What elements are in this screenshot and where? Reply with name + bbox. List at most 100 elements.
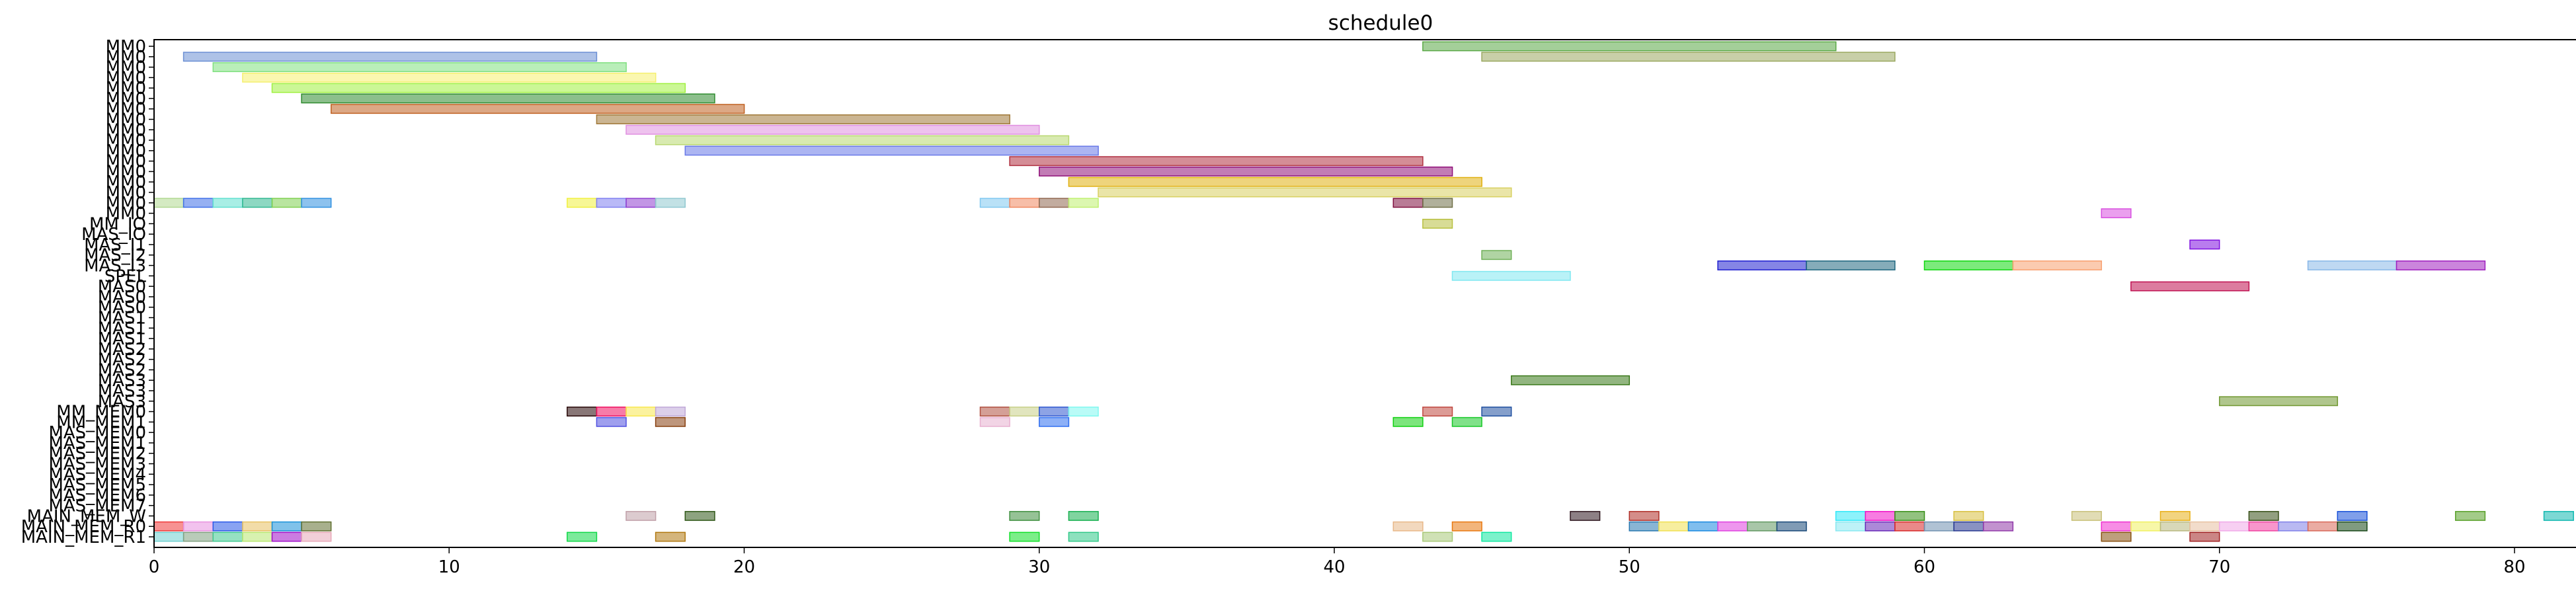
- task-bar: [1923, 521, 1954, 532]
- task-bar: [1687, 521, 1718, 532]
- task-bar: [1511, 375, 1630, 385]
- y-tick-label: MM0: [106, 58, 146, 78]
- task-bar: [1629, 521, 1660, 532]
- y-tick-label: MM0: [106, 141, 146, 161]
- task-bar: [242, 198, 273, 208]
- task-bar: [1865, 510, 1896, 521]
- task-bar: [153, 532, 184, 542]
- task-bar: [1983, 521, 2014, 532]
- task-bar: [979, 416, 1010, 427]
- task-bar: [271, 521, 302, 532]
- y-tick-label: MAS2: [98, 360, 146, 380]
- chart-title: schedule0: [1328, 11, 1433, 35]
- y-tick-label: MM0: [106, 100, 146, 120]
- task-bar: [655, 532, 686, 542]
- y-tick-label: MM0: [106, 162, 146, 182]
- task-bar: [2307, 521, 2338, 532]
- task-bar: [1835, 521, 1866, 532]
- task-bar: [2248, 521, 2279, 532]
- task-bar: [567, 198, 598, 208]
- task-bar: [1422, 41, 1837, 52]
- task-bar: [1658, 521, 1689, 532]
- task-bar: [301, 532, 332, 542]
- task-bar: [1806, 260, 1896, 270]
- x-tick-label: 0: [149, 557, 160, 577]
- y-tick-label: MAS0: [98, 277, 146, 297]
- y-tick-label: MAS_MEM3: [48, 454, 146, 474]
- task-bar: [2248, 510, 2279, 521]
- task-bar: [212, 198, 243, 208]
- task-bar: [979, 198, 1010, 208]
- y-tick-label: MM0: [106, 152, 146, 172]
- task-bar: [242, 532, 273, 542]
- task-bar: [655, 407, 686, 416]
- task-bar: [182, 52, 598, 62]
- task-bar: [655, 135, 1070, 145]
- task-bar: [331, 104, 745, 114]
- x-tick-label: 50: [1619, 557, 1640, 577]
- task-bar: [1422, 407, 1453, 416]
- y-tick-label: MM0: [106, 110, 146, 130]
- task-bar: [625, 124, 1040, 135]
- y-tick-label: MAS0: [98, 288, 146, 307]
- task-bar: [1068, 198, 1099, 208]
- task-bar: [1481, 532, 1512, 542]
- task-bar: [212, 521, 243, 532]
- task-bar: [1865, 521, 1896, 532]
- y-tick-label: MAS1: [98, 329, 146, 349]
- y-tick-label: MAS3: [98, 371, 146, 391]
- y-tick-label: MM0: [106, 194, 146, 214]
- task-bar: [1835, 510, 1866, 521]
- y-tick-label: MAIN_MEM_R0: [21, 517, 146, 537]
- task-bar: [2307, 260, 2397, 270]
- y-tick-label: MM_IO: [89, 214, 146, 234]
- task-bars: [153, 41, 2574, 542]
- y-tick-label: MAS0: [98, 298, 146, 318]
- x-tick-label: 40: [1323, 557, 1345, 577]
- y-axis: MM0MM0MM0MM0MM0MM0MM0MM0MM0MM0MM0MM0MM0M…: [21, 37, 154, 547]
- task-bar: [684, 510, 715, 521]
- task-bar: [1422, 198, 1453, 208]
- task-bar: [1570, 510, 1601, 521]
- task-bar: [2159, 521, 2191, 532]
- task-bar: [1451, 270, 1571, 281]
- task-bar: [1039, 407, 1070, 416]
- task-bar: [1392, 198, 1424, 208]
- task-bar: [1451, 416, 1482, 427]
- x-tick-label: 30: [1028, 557, 1050, 577]
- task-bar: [1481, 52, 1896, 62]
- task-bar: [242, 521, 273, 532]
- task-bar: [684, 145, 1099, 156]
- task-bar: [2278, 521, 2309, 532]
- task-bar: [1009, 532, 1040, 542]
- task-bar: [625, 198, 657, 208]
- task-bar: [2219, 521, 2250, 532]
- x-tick-label: 60: [1913, 557, 1935, 577]
- y-tick-label: MM0: [106, 37, 146, 57]
- y-tick-label: MAIN_MEM_W: [27, 506, 146, 526]
- task-bar: [1392, 521, 1424, 532]
- task-bar: [1392, 416, 1424, 427]
- y-tick-label: MM0: [106, 173, 146, 192]
- task-bar: [2395, 260, 2486, 270]
- y-tick-label: MAS3: [98, 392, 146, 412]
- y-tick-label: MAS_MEM6: [48, 486, 146, 506]
- task-bar: [1009, 407, 1040, 416]
- y-tick-label: MAS2: [98, 350, 146, 370]
- y-tick-label: MAS_IO: [81, 225, 146, 245]
- task-bar: [1009, 198, 1040, 208]
- x-tick-label: 80: [2503, 557, 2525, 577]
- task-bar: [212, 532, 243, 542]
- task-bar: [271, 532, 302, 542]
- task-bar: [2012, 260, 2103, 270]
- y-tick-label: MM0: [106, 68, 146, 88]
- task-bar: [2337, 510, 2368, 521]
- y-tick-label: MAS_MEM4: [48, 465, 146, 485]
- task-bar: [2101, 208, 2132, 219]
- task-bar: [153, 521, 184, 532]
- task-bar: [2189, 532, 2220, 542]
- task-bar: [1068, 510, 1099, 521]
- task-bar: [271, 83, 686, 93]
- task-bar: [2543, 510, 2574, 521]
- task-bar: [567, 532, 598, 542]
